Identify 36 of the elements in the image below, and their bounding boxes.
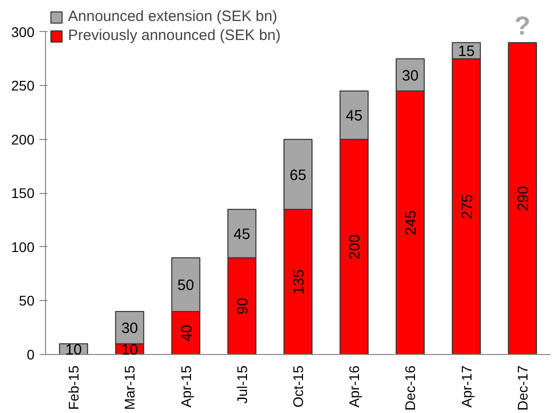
data-label: 40	[178, 324, 196, 342]
y-tick-label: 250	[11, 78, 35, 94]
x-tick-label: Jul-15	[234, 365, 250, 404]
x-tick-label: Feb-15	[66, 365, 82, 410]
data-label: 200	[346, 234, 364, 260]
annotation: ?	[514, 10, 530, 41]
y-tick-label: 300	[11, 24, 35, 40]
data-label: 10	[65, 342, 82, 359]
data-label: 45	[234, 226, 250, 244]
y-tick-label: 100	[11, 238, 35, 255]
data-label: 50	[177, 277, 194, 294]
legend-label: Announced extension (SEK bn)	[68, 8, 278, 25]
legend-label: Previously announced (SEK bn)	[68, 27, 281, 44]
data-label: 30	[121, 320, 138, 338]
data-label: 15	[458, 43, 475, 60]
y-tick-label: 200	[11, 131, 35, 148]
data-label: 30	[402, 67, 419, 84]
x-tick-label: Apr-17	[458, 365, 474, 408]
data-label: 290	[514, 186, 532, 212]
x-tick-label: Dec-16	[402, 365, 418, 411]
y-tick-label: 50	[18, 292, 35, 309]
x-tick-label: Oct-15	[290, 365, 306, 408]
data-label: 245	[402, 210, 420, 236]
x-tick-label: Mar-15	[122, 365, 138, 410]
data-label: 45	[346, 108, 362, 125]
data-label: 65	[290, 166, 306, 184]
x-tick-label: Apr-15	[178, 365, 194, 408]
data-label: 90	[234, 298, 252, 314]
x-tick-label: Dec-17	[514, 365, 530, 411]
data-label: 275	[458, 194, 476, 220]
y-tick-label: 0	[26, 346, 35, 362]
x-tick-label: Apr-16	[346, 365, 362, 408]
data-label: 135	[290, 269, 308, 294]
bar	[508, 42, 537, 354]
y-tick-label: 150	[11, 185, 35, 202]
data-label: 10	[121, 342, 138, 359]
